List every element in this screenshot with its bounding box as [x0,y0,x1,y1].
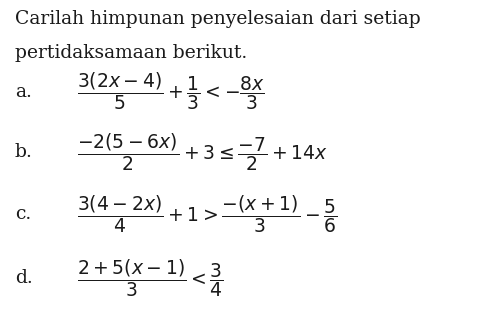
Text: d.: d. [15,269,33,287]
Text: c.: c. [15,205,31,223]
Text: $\dfrac{-2(5-6x)}{2}+3\leq\dfrac{-7}{2}+14x$: $\dfrac{-2(5-6x)}{2}+3\leq\dfrac{-7}{2}+… [77,131,327,173]
Text: Carilah himpunan penyelesaian dari setiap: Carilah himpunan penyelesaian dari setia… [15,10,420,28]
Text: a.: a. [15,82,32,101]
Text: b.: b. [15,143,33,161]
Text: pertidaksamaan berikut.: pertidaksamaan berikut. [15,44,247,62]
Text: $\dfrac{2+5(x-1)}{3}<\dfrac{3}{4}$: $\dfrac{2+5(x-1)}{3}<\dfrac{3}{4}$ [77,257,223,299]
Text: $\dfrac{3(4-2x)}{4}+1>\dfrac{-(x+1)}{3}-\dfrac{5}{6}$: $\dfrac{3(4-2x)}{4}+1>\dfrac{-(x+1)}{3}-… [77,193,337,235]
Text: $\dfrac{3(2x-4)}{5}+\dfrac{1}{3}<-\dfrac{8x}{3}$: $\dfrac{3(2x-4)}{5}+\dfrac{1}{3}<-\dfrac… [77,71,265,112]
